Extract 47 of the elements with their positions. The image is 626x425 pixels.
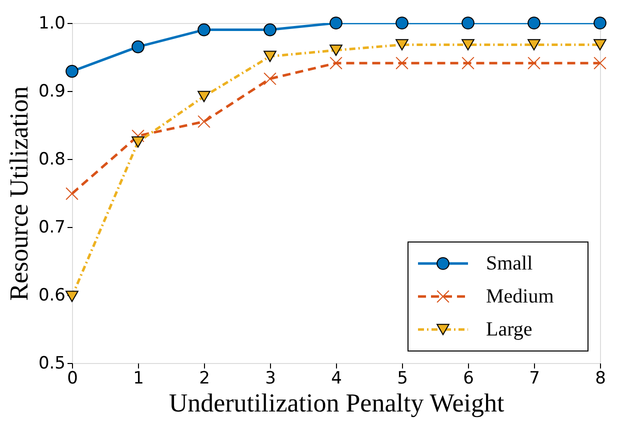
point — [396, 39, 408, 50]
point — [396, 16, 408, 30]
x-tick-label: 5 — [397, 368, 408, 388]
y-tick-label: 0.7 — [38, 218, 66, 238]
point — [528, 39, 540, 50]
point — [198, 115, 210, 128]
point — [330, 56, 342, 70]
point — [528, 16, 540, 30]
point — [330, 44, 342, 56]
point — [594, 56, 606, 70]
point — [198, 23, 210, 36]
point — [66, 64, 78, 78]
point — [462, 16, 474, 30]
point — [132, 129, 144, 142]
x-axis-title: Underutilization Penalty Weight — [168, 388, 505, 418]
legend-label: Large — [486, 318, 532, 340]
x-tick-label: 8 — [595, 368, 606, 388]
point — [132, 136, 144, 148]
point — [66, 290, 78, 302]
y-tick-label: 0.6 — [38, 286, 66, 306]
point — [396, 56, 408, 70]
point — [132, 40, 144, 54]
y-tick-label: 0.8 — [38, 150, 66, 170]
x-tick-label: 7 — [529, 368, 540, 388]
point — [462, 39, 474, 50]
legend-label: Medium — [486, 286, 554, 308]
y-tick-label: 0.9 — [38, 82, 66, 102]
point — [66, 187, 78, 200]
x-tick-label: 6 — [463, 368, 474, 388]
point — [264, 72, 276, 86]
legend-label: Small — [486, 252, 534, 274]
point — [594, 16, 606, 30]
x-tick-label: 0 — [67, 368, 78, 388]
x-tick-label: 4 — [331, 368, 342, 388]
x-tick-label: 1 — [133, 368, 144, 388]
point — [528, 56, 540, 70]
point — [594, 39, 606, 50]
y-tick-label: 1.0 — [38, 14, 66, 34]
point — [330, 16, 342, 30]
point — [264, 23, 276, 36]
y-axis-title: Resource Utilization — [4, 86, 34, 301]
x-tick-label: 2 — [199, 368, 210, 388]
x-tick-label: 3 — [265, 368, 276, 388]
point — [264, 50, 276, 62]
y-tick-label: 0.5 — [38, 354, 66, 374]
point — [198, 90, 210, 102]
point — [462, 56, 474, 70]
